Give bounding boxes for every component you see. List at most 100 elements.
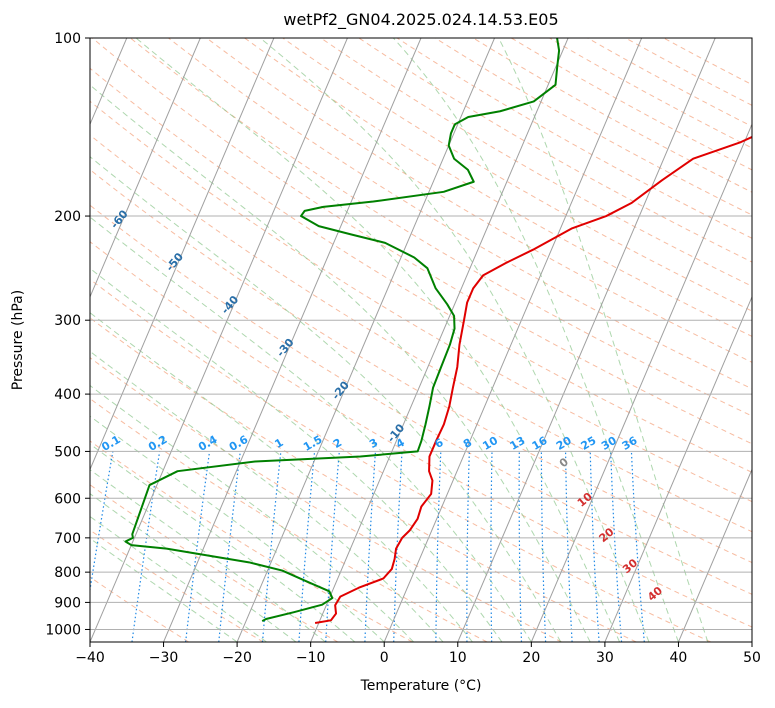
mixing-ratio-label: 25 — [579, 434, 599, 453]
x-tick-label: −40 — [75, 650, 105, 666]
dry-adiabat-line — [663, 38, 752, 86]
mixing-ratio-line — [490, 451, 493, 642]
dry-adiabat-line — [90, 241, 752, 628]
dry-adiabat-line — [90, 357, 562, 642]
moist-adiabat-line — [90, 515, 267, 642]
y-tick-label: 800 — [54, 565, 81, 581]
x-tick-label: 10 — [449, 650, 467, 666]
isotherm-line — [751, 640, 752, 642]
chart-title: wetPf2_GN04.2025.024.14.53.E05 — [283, 10, 559, 29]
isotherm-line — [0, 38, 53, 642]
dry-adiabat-line — [90, 67, 752, 473]
moist-adiabat-line — [135, 38, 621, 642]
series-group — [124, 38, 752, 624]
dry-adiabat-label: 40 — [645, 584, 665, 604]
moist-adiabat-label: -50 — [163, 250, 186, 274]
mixing-ratio-label: 20 — [554, 434, 574, 453]
x-tick-label: 40 — [670, 650, 688, 666]
moist-adiabat-line — [90, 384, 414, 642]
dry-adiabat-line — [90, 134, 752, 533]
x-tick-label: 0 — [380, 650, 389, 666]
moist-adiabat-line — [90, 493, 297, 642]
moist-adiabat-line — [90, 267, 503, 642]
line-labels: 0.10.20.40.611.52346810131620253036-100-… — [0, 122, 665, 604]
dry-adiabat-line — [90, 529, 264, 642]
dry-adiabat-line — [320, 38, 752, 287]
mixing-ratio-label: 0.2 — [146, 433, 169, 454]
isotherm-line — [90, 38, 128, 126]
dry-adiabat-line — [206, 38, 752, 363]
mixing-ratio-label: 36 — [620, 434, 640, 453]
dry-adiabat-line — [625, 38, 752, 106]
x-tick-label: 20 — [522, 650, 540, 666]
y-tick-label: 400 — [54, 387, 81, 403]
y-tick-label: 600 — [54, 491, 81, 507]
mixing-ratio-label: 16 — [530, 434, 550, 453]
moist-adiabat-label: -30 — [274, 336, 297, 360]
isotherm-line — [530, 123, 752, 642]
dry-adiabat-line — [90, 169, 752, 564]
dry-adiabat-line — [434, 38, 752, 216]
dry-adiabat-line — [130, 38, 752, 417]
isotherm-line — [163, 38, 422, 642]
moist-adiabat-line — [90, 156, 562, 642]
mixing-ratio-line — [518, 451, 523, 642]
dewpoint-profile-line — [124, 38, 561, 622]
background-lines — [0, 38, 752, 642]
y-tick-label: 900 — [54, 595, 81, 611]
moist-adiabat-line — [392, 38, 679, 642]
dry-adiabat-line — [244, 38, 752, 337]
dry-adiabat-line — [472, 38, 752, 193]
y-tick-label: 100 — [54, 31, 81, 47]
x-axis-label: Temperature (°C) — [360, 678, 482, 694]
dry-adiabat-label: 10 — [575, 490, 595, 510]
mixing-ratio-label: 6 — [433, 436, 446, 451]
x-tick-label: 50 — [743, 650, 761, 666]
dry-adiabat-line — [282, 38, 752, 312]
mixing-ratio-label: 0.4 — [196, 433, 220, 454]
mixing-ratio-label: 0.6 — [227, 433, 251, 454]
mixing-ratio-line — [589, 451, 600, 642]
temperature-profile-line — [314, 135, 752, 624]
mixing-ratio-line — [466, 451, 470, 642]
y-tick-label: 500 — [54, 444, 81, 460]
dry-adiabat-line — [90, 484, 339, 642]
mixing-ratio-label: 8 — [461, 436, 474, 451]
moist-adiabat-line — [90, 469, 326, 642]
isotherm-line — [90, 38, 201, 299]
isotherm-line — [677, 468, 752, 642]
moist-adiabat-line — [498, 38, 709, 642]
mixing-ratio-line — [564, 451, 573, 642]
x-tick-label: −30 — [149, 650, 179, 666]
isotherm-line — [604, 295, 752, 642]
isotherm-line — [236, 38, 496, 642]
moist-adiabat-line — [259, 38, 650, 642]
plot-frame — [89, 37, 753, 643]
x-tick-label: −20 — [222, 650, 252, 666]
y-tick-label: 300 — [54, 313, 81, 329]
mixing-ratio-label: 3 — [367, 436, 380, 451]
isotherm-line — [90, 38, 275, 471]
mixing-ratio-label: 10 — [480, 434, 500, 453]
dry-adiabat-line — [90, 576, 189, 642]
y-tick-label: 1000 — [45, 622, 81, 638]
moist-adiabat-label: -80 — [0, 122, 20, 146]
isotherm-line — [90, 38, 348, 642]
x-tick-label: −10 — [296, 650, 326, 666]
y-tick-label: 700 — [54, 531, 81, 547]
moist-adiabat-label: -20 — [329, 378, 352, 402]
mixing-ratio-line — [218, 451, 241, 642]
dry-adiabat-line — [90, 440, 413, 642]
dry-adiabat-line — [91, 38, 752, 445]
dry-adiabat-line — [587, 38, 752, 128]
y-tick-label: 200 — [54, 209, 81, 225]
mixing-ratio-label: 30 — [599, 434, 619, 453]
isotherm-line — [457, 38, 716, 642]
isotherm-line — [310, 38, 569, 642]
moist-adiabat-line — [90, 216, 532, 642]
mixing-ratio-label: 1 — [273, 436, 286, 451]
moist-adiabat-line — [90, 350, 444, 642]
mixing-ratio-line — [185, 451, 211, 642]
moist-adiabat-line — [90, 415, 385, 642]
